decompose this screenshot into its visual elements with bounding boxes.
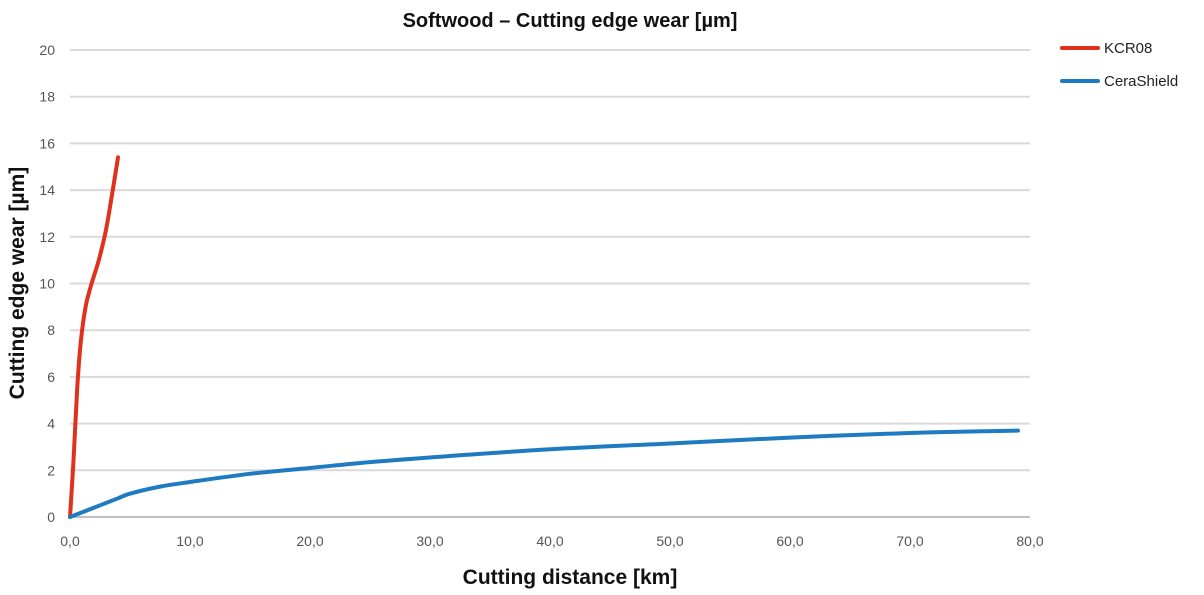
x-axis-title: Cutting distance [km] bbox=[463, 566, 678, 589]
y-tick-label-0: 0 bbox=[47, 509, 55, 525]
x-tick-label-80: 80,0 bbox=[1016, 533, 1043, 549]
y-axis-title: Cutting edge wear [µm] bbox=[6, 167, 29, 400]
legend: KCR08 CeraShield bbox=[1060, 40, 1178, 90]
x-tick-label-30: 30,0 bbox=[416, 533, 443, 549]
x-tick-label-60: 60,0 bbox=[776, 533, 803, 549]
y-tick-label-16: 16 bbox=[39, 135, 55, 151]
y-tick-label-12: 12 bbox=[39, 229, 55, 245]
series-group bbox=[68, 155, 1020, 519]
y-tick-label-20: 20 bbox=[39, 42, 55, 58]
x-tick-label-50: 50,0 bbox=[656, 533, 683, 549]
x-tick-label-20: 20,0 bbox=[296, 533, 323, 549]
y-tick-label-10: 10 bbox=[39, 276, 55, 292]
y-tick-label-8: 8 bbox=[47, 322, 55, 338]
y-tick-label-18: 18 bbox=[39, 89, 55, 105]
y-tick-label-14: 14 bbox=[39, 182, 55, 198]
x-tick-label-70: 70,0 bbox=[896, 533, 923, 549]
series-line-kcr08 bbox=[68, 155, 120, 519]
x-tick-label-40: 40,0 bbox=[536, 533, 563, 549]
grid-lines bbox=[70, 49, 1030, 472]
x-tick-label-0: 0,0 bbox=[60, 533, 80, 549]
y-tick-label-6: 6 bbox=[47, 369, 55, 385]
x-tick-label-10: 10,0 bbox=[176, 533, 203, 549]
y-tick-label-4: 4 bbox=[47, 416, 55, 432]
y-tick-label-2: 2 bbox=[47, 462, 55, 478]
legend-label-kcr08: KCR08 bbox=[1104, 40, 1152, 57]
series-line-cerashield bbox=[68, 428, 1020, 519]
legend-label-cerashield: CeraShield bbox=[1104, 73, 1178, 90]
tick-labels: 0 2 4 6 8 10 12 14 16 18 20 0,0 10,0 20,0 30,0 40,0 50,0… bbox=[39, 42, 1043, 549]
chart-title: Softwood – Cutting edge wear [µm] bbox=[403, 10, 738, 32]
